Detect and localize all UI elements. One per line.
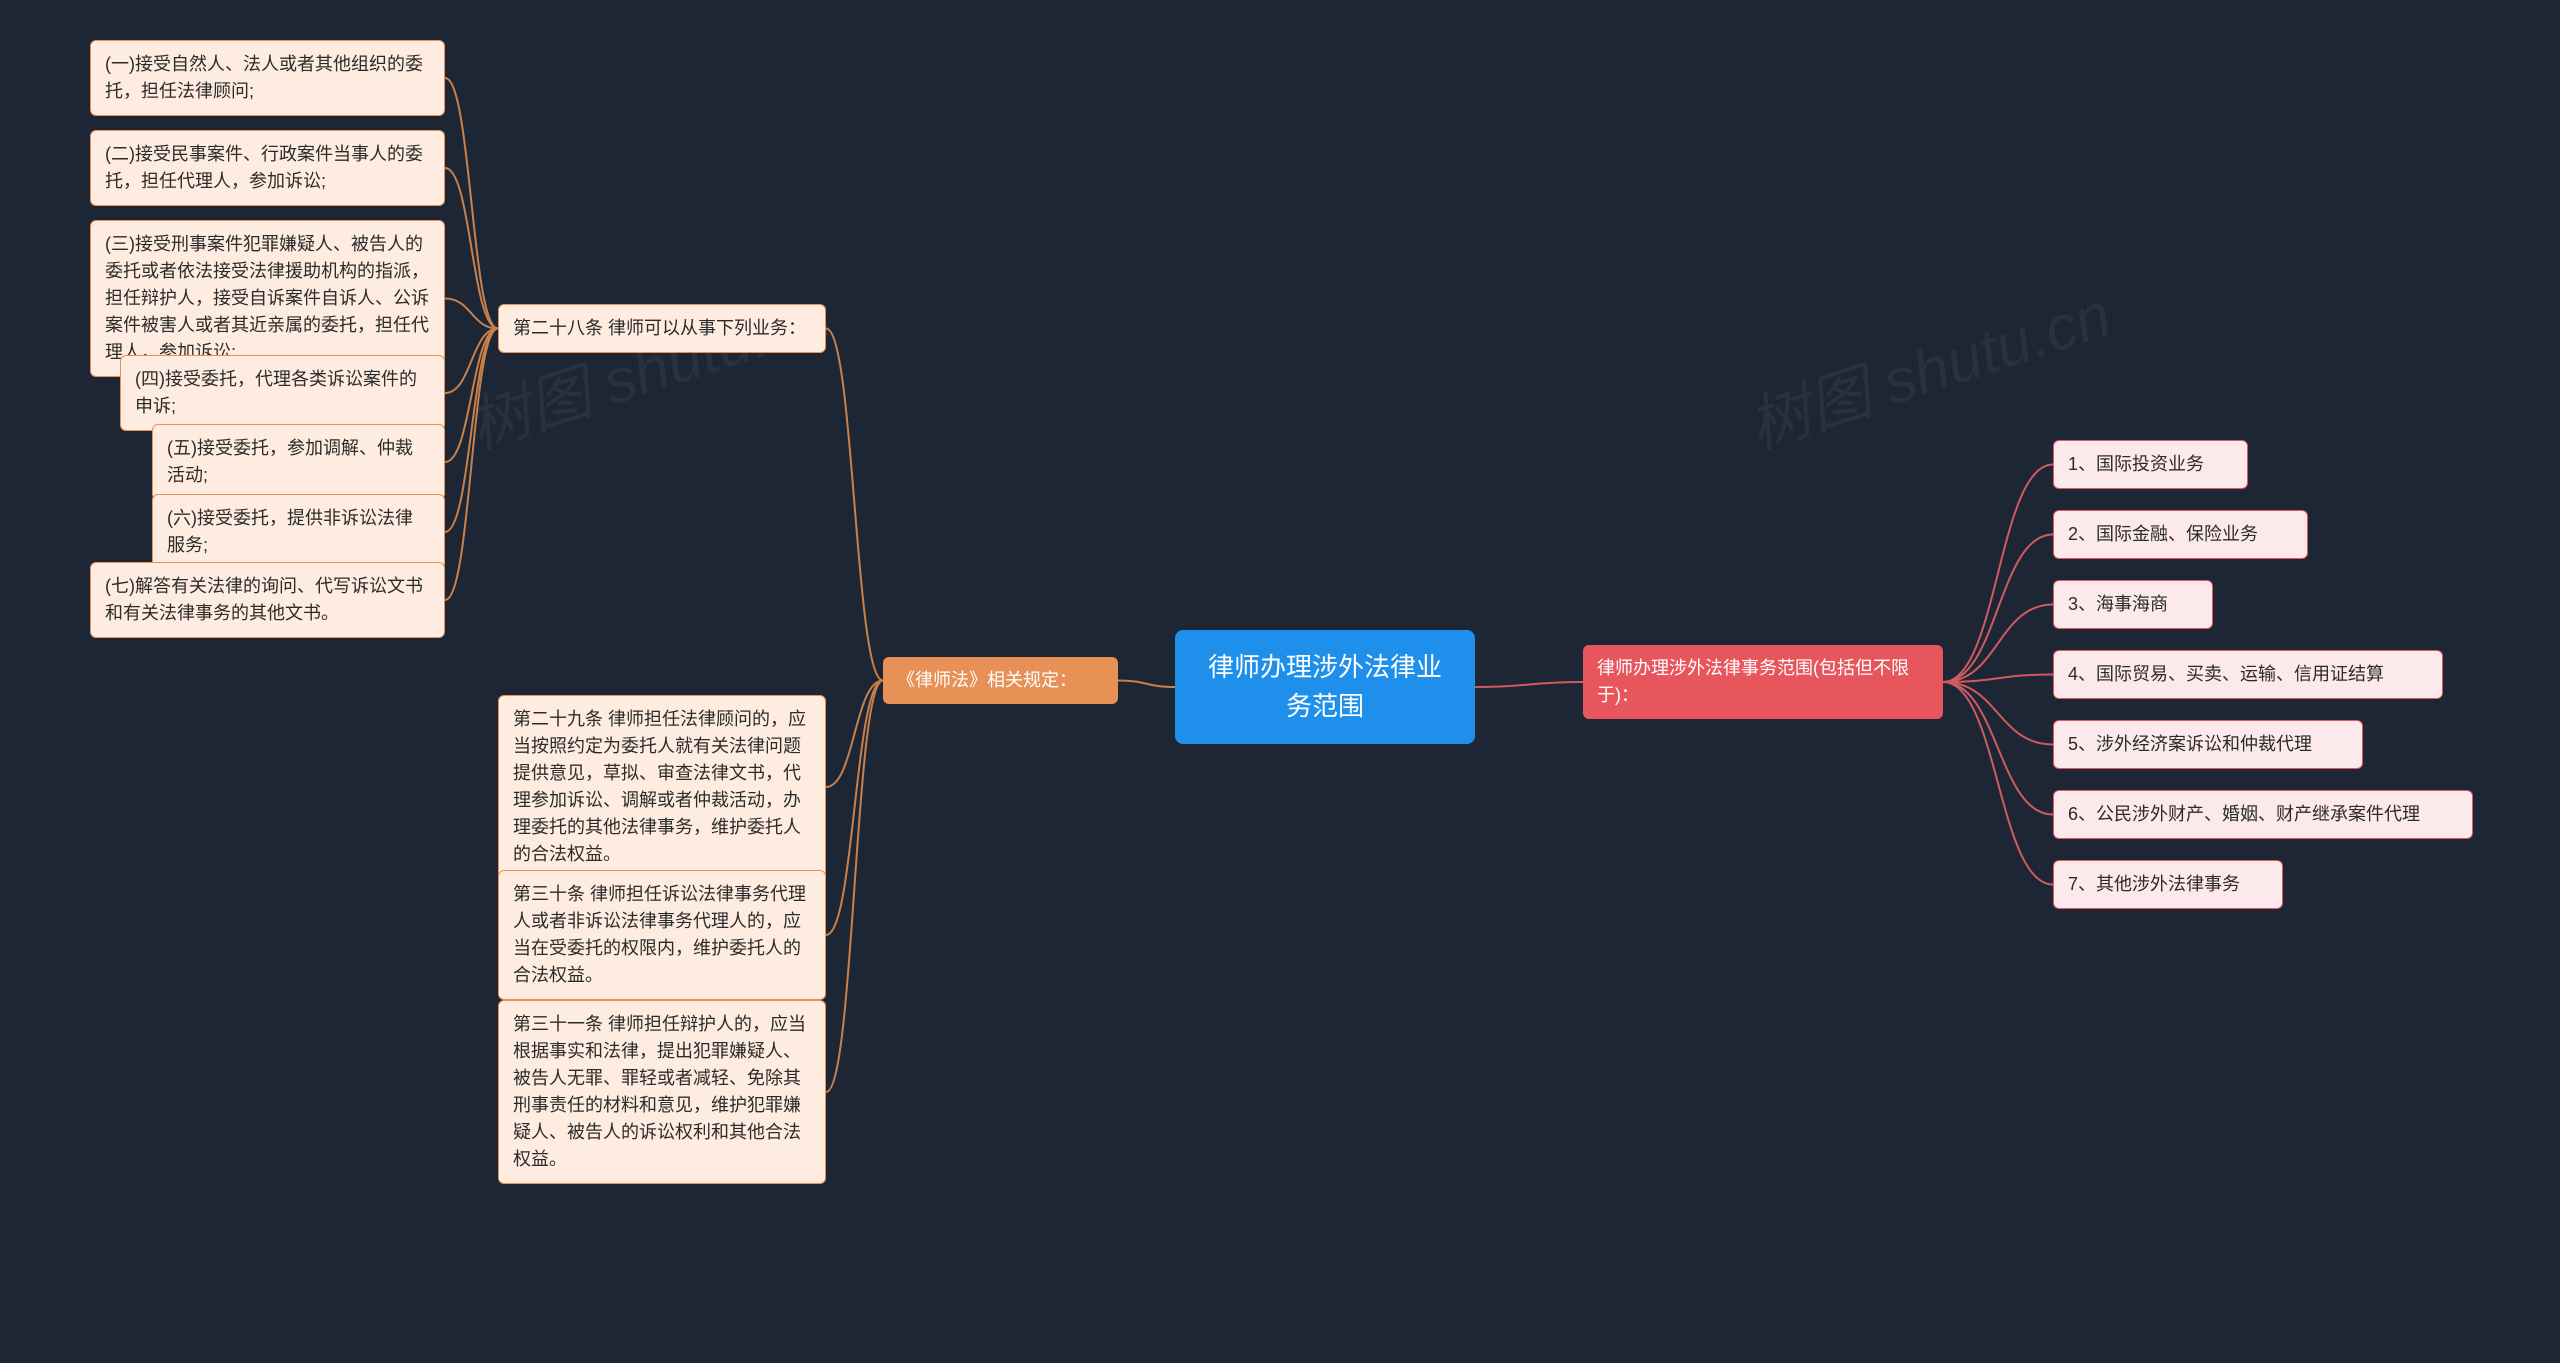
left-sub-label: 第三十一条 律师担任辩护人的，应当根据事实和法律，提出犯罪嫌疑人、被告人无罪、罪… (513, 1014, 806, 1169)
left-sub-label: 第三十条 律师担任诉讼法律事务代理人或者非诉讼法律事务代理人的，应当在受委托的权… (513, 884, 806, 985)
left-sub-node: 第二十九条 律师担任法律顾问的，应当按照约定为委托人就有关法律问题提供意见，草拟… (498, 695, 826, 879)
right-leaf-node: 3、海事海商 (2053, 580, 2213, 629)
left-leaf-label: (三)接受刑事案件犯罪嫌疑人、被告人的委托或者依法接受法律援助机构的指派，担任辩… (105, 234, 429, 362)
watermark: 树图 shutu.cn (1735, 264, 2120, 466)
center-node: 律师办理涉外法律业务范围 (1175, 630, 1475, 744)
left-sub-label: 第二十九条 律师担任法律顾问的，应当按照约定为委托人就有关法律问题提供意见，草拟… (513, 709, 806, 864)
right-leaf-label: 4、国际贸易、买卖、运输、信用证结算 (2068, 664, 2384, 684)
right-leaf-node: 7、其他涉外法律事务 (2053, 860, 2283, 909)
right-leaf-label: 6、公民涉外财产、婚姻、财产继承案件代理 (2068, 804, 2420, 824)
left-leaf-label: (七)解答有关法律的询问、代写诉讼文书和有关法律事务的其他文书。 (105, 576, 423, 623)
left-leaf-label: (六)接受委托，提供非诉讼法律服务; (167, 508, 413, 555)
center-label: 律师办理涉外法律业务范围 (1208, 652, 1442, 721)
left-sub-label: 第二十八条 律师可以从事下列业务： (513, 318, 806, 338)
right-leaf-node: 4、国际贸易、买卖、运输、信用证结算 (2053, 650, 2443, 699)
right-leaf-node: 6、公民涉外财产、婚姻、财产继承案件代理 (2053, 790, 2473, 839)
left-branch-label: 《律师法》相关规定： (897, 670, 1077, 690)
left-leaf-node: (二)接受民事案件、行政案件当事人的委托，担任代理人，参加诉讼; (90, 130, 445, 206)
right-leaf-label: 5、涉外经济案诉讼和仲裁代理 (2068, 734, 2312, 754)
left-leaf-node: (六)接受委托，提供非诉讼法律服务; (152, 494, 445, 570)
left-leaf-label: (一)接受自然人、法人或者其他组织的委托，担任法律顾问; (105, 54, 423, 101)
left-leaf-node: (一)接受自然人、法人或者其他组织的委托，担任法律顾问; (90, 40, 445, 116)
left-leaf-label: (四)接受委托，代理各类诉讼案件的申诉; (135, 369, 417, 416)
right-branch-label: 律师办理涉外法律事务范围(包括但不限于)： (1597, 658, 1909, 705)
left-leaf-node: (五)接受委托，参加调解、仲裁活动; (152, 424, 445, 500)
right-leaf-label: 3、海事海商 (2068, 594, 2168, 614)
right-leaf-label: 7、其他涉外法律事务 (2068, 874, 2240, 894)
right-leaf-label: 2、国际金融、保险业务 (2068, 524, 2258, 544)
left-branch-node: 《律师法》相关规定： (883, 657, 1118, 704)
left-leaf-node: (四)接受委托，代理各类诉讼案件的申诉; (120, 355, 445, 431)
left-leaf-node: (七)解答有关法律的询问、代写诉讼文书和有关法律事务的其他文书。 (90, 562, 445, 638)
left-leaf-label: (五)接受委托，参加调解、仲裁活动; (167, 438, 413, 485)
right-leaf-node: 2、国际金融、保险业务 (2053, 510, 2308, 559)
right-branch-node: 律师办理涉外法律事务范围(包括但不限于)： (1583, 645, 1943, 719)
left-sub-node: 第三十一条 律师担任辩护人的，应当根据事实和法律，提出犯罪嫌疑人、被告人无罪、罪… (498, 1000, 826, 1184)
right-leaf-node: 5、涉外经济案诉讼和仲裁代理 (2053, 720, 2363, 769)
right-leaf-label: 1、国际投资业务 (2068, 454, 2204, 474)
left-sub-node: 第二十八条 律师可以从事下列业务： (498, 304, 826, 353)
left-leaf-label: (二)接受民事案件、行政案件当事人的委托，担任代理人，参加诉讼; (105, 144, 423, 191)
left-leaf-node: (三)接受刑事案件犯罪嫌疑人、被告人的委托或者依法接受法律援助机构的指派，担任辩… (90, 220, 445, 377)
watermark: 树图 shutu.cn (455, 264, 840, 466)
left-sub-node: 第三十条 律师担任诉讼法律事务代理人或者非诉讼法律事务代理人的，应当在受委托的权… (498, 870, 826, 1000)
right-leaf-node: 1、国际投资业务 (2053, 440, 2248, 489)
